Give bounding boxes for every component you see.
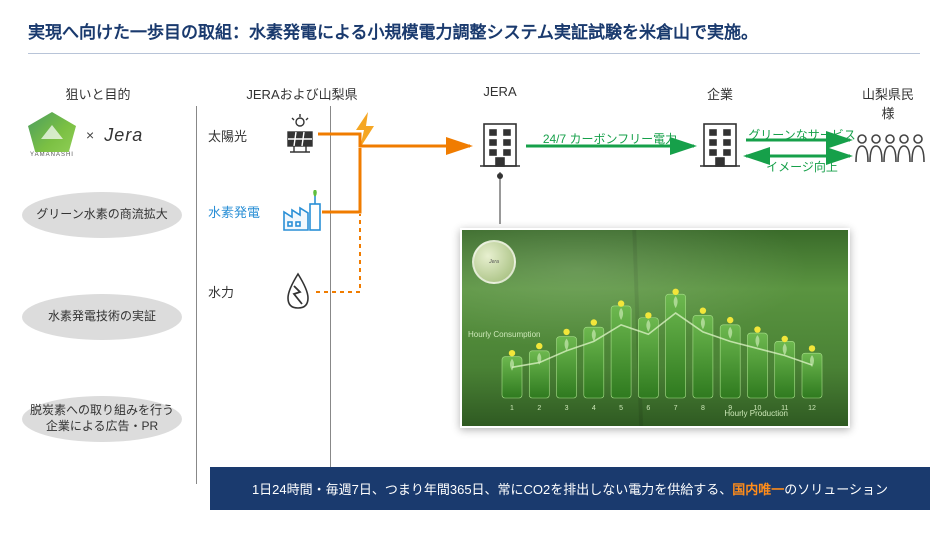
hourly-chart: Jera Hourly Consumption Hourly Productio…	[460, 228, 850, 428]
flow-image-up: イメージ向上	[766, 158, 838, 175]
goal-oval-2: 水素発電技術の実証	[22, 294, 182, 340]
chart-svg: 123456789101112	[492, 270, 832, 420]
banner-lead: 1日24時間・毎週7日、つまり年間365日、常にCO2を排出しない電力を供給する…	[252, 482, 732, 497]
col-head-goals: 狙いと目的	[65, 84, 130, 103]
svg-text:11: 11	[781, 405, 788, 412]
svg-text:8: 8	[701, 405, 705, 412]
svg-text:10: 10	[754, 405, 762, 412]
source-hydrogen-label: 水素発電	[208, 202, 260, 221]
svg-text:4: 4	[592, 405, 596, 412]
yamanashi-label: YAMANASHI	[28, 152, 76, 158]
yamanashi-logo: YAMANASHI	[28, 112, 76, 158]
svg-text:3: 3	[565, 405, 569, 412]
svg-text:2: 2	[537, 405, 541, 412]
banner-highlight: 国内唯一	[732, 482, 784, 497]
citizens-icon	[854, 132, 926, 175]
flow-green-service: グリーンなサービス	[748, 126, 855, 143]
title-underline	[28, 53, 920, 54]
page-title: 実現へ向けた一歩目の取組：水素発電による小規模電力調整システム実証試験を米倉山で…	[0, 0, 948, 53]
water-icon	[280, 272, 316, 317]
source-solar-label: 太陽光	[208, 126, 247, 145]
svg-text:12: 12	[808, 405, 816, 412]
flow-carbon-free: 24/7 カーボンフリー電力	[543, 130, 677, 147]
bolt-icon	[352, 112, 378, 153]
divider-1	[196, 106, 197, 484]
solar-icon	[280, 114, 320, 159]
source-water-label: 水力	[208, 282, 234, 301]
svg-text:5: 5	[619, 405, 623, 412]
logo-pair: YAMANASHI × Jera	[28, 112, 143, 158]
divider-2	[330, 106, 331, 484]
col-head-sources: JERAおよび山梨県	[246, 84, 357, 103]
bottom-banner: 1日24時間・毎週7日、つまり年間365日、常にCO2を排出しない電力を供給する…	[210, 467, 930, 510]
banner-tail: のソリューション	[784, 482, 888, 497]
jera-logo: Jera	[104, 125, 143, 146]
col-head-jera: JERA	[483, 84, 516, 99]
jera-building-icon	[478, 120, 522, 175]
diagram-canvas: 狙いと目的 JERAおよび山梨県 JERA 企業 山梨県民様 YAMANASHI…	[0, 84, 948, 524]
svg-text:7: 7	[674, 405, 678, 412]
hydrogen-plant-icon	[280, 190, 324, 239]
svg-text:6: 6	[646, 405, 650, 412]
company-building-icon	[698, 120, 742, 175]
logo-multiply: ×	[86, 127, 94, 143]
goal-oval-3: 脱炭素への取り組みを行う企業による広告・PR	[22, 396, 182, 442]
goal-oval-1: グリーン水素の商流拡大	[22, 192, 182, 238]
svg-text:9: 9	[728, 405, 732, 412]
svg-text:1: 1	[510, 405, 514, 412]
col-head-citizens: 山梨県民様	[858, 84, 918, 122]
badge-label: Jera	[489, 259, 499, 265]
col-head-company: 企業	[707, 84, 733, 103]
